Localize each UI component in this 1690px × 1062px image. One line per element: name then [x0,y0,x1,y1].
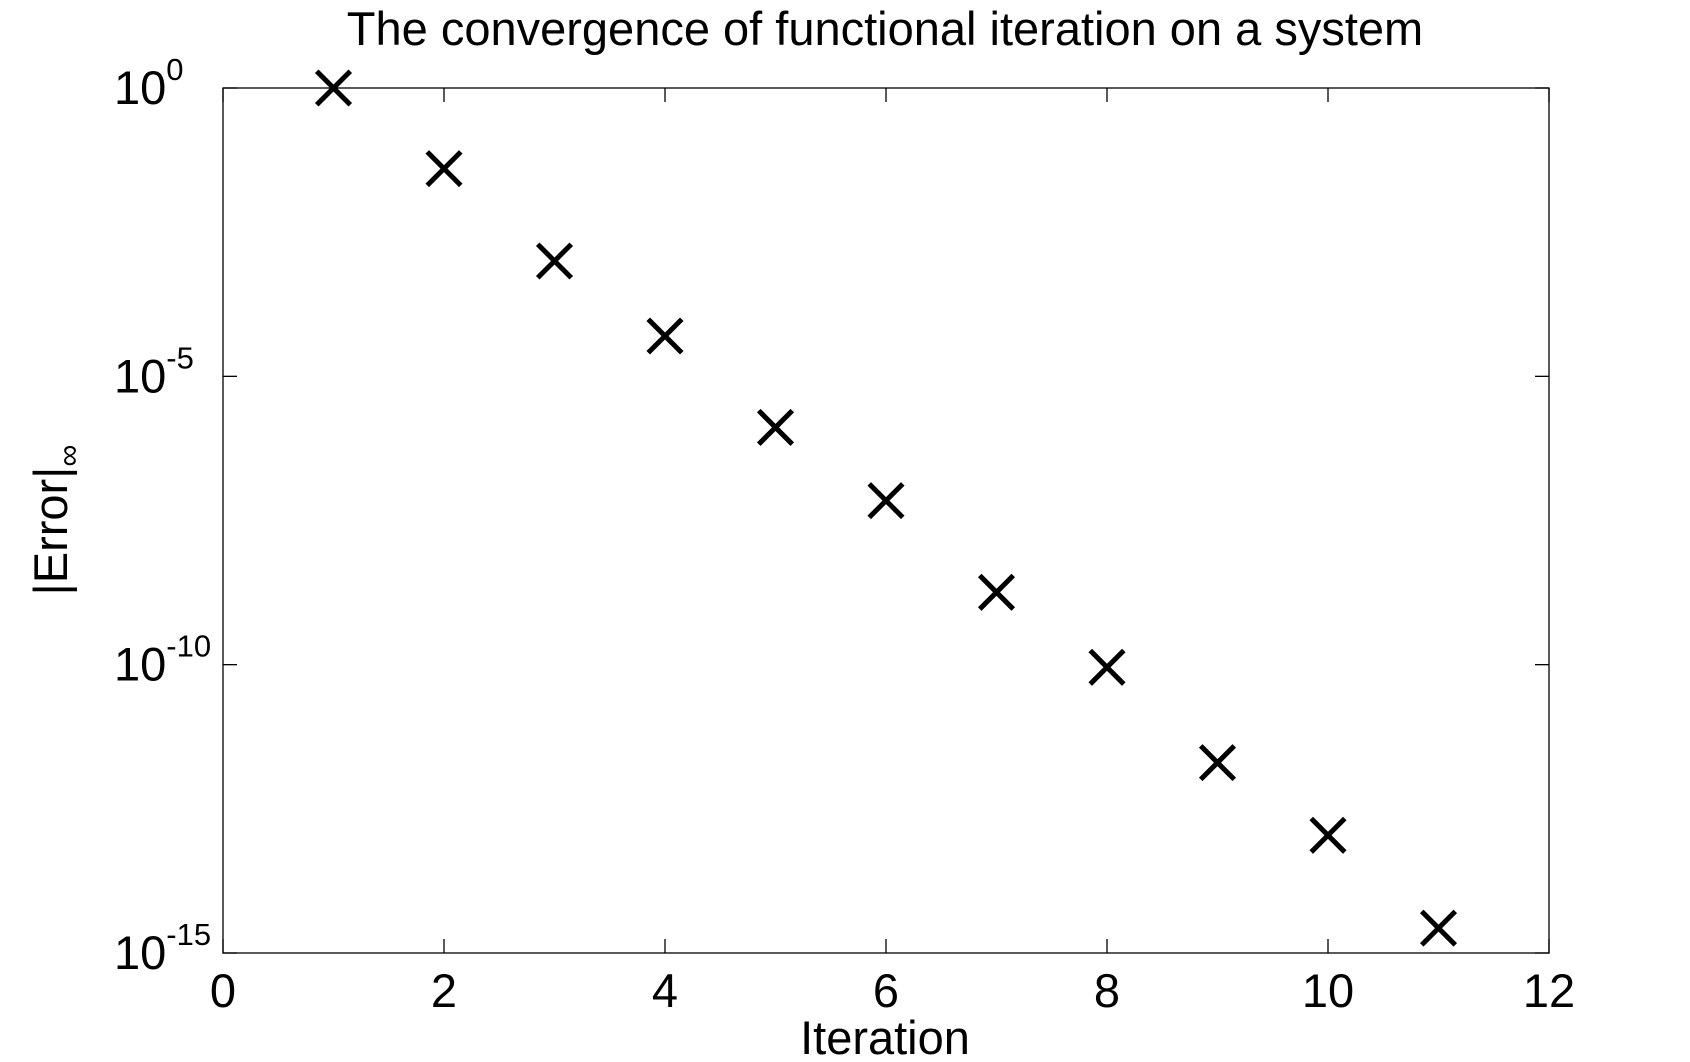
y-axis-label-subscript: ∞ [51,445,86,467]
data-points [314,69,1458,947]
data-point-4 [646,317,684,355]
y-axis-label-group: |Error|∞ [24,445,86,596]
data-point-5 [756,408,795,446]
y-tick-label-2: 10-10 [114,629,211,691]
data-point-2 [425,150,463,188]
tick-marks [222,87,1550,954]
y-axis-label-main: |Error| [24,467,77,596]
x-tick-label-2: 4 [652,964,678,1017]
data-point-11 [1419,909,1458,947]
y-tick-label-0: 100 [114,52,184,114]
y-axis-label: |Error|∞ [24,445,86,596]
data-point-10 [1309,816,1347,854]
y-tick-label-exp-1: -5 [166,340,194,375]
x-tick-label-4: 8 [1094,964,1120,1017]
data-point-1 [314,69,353,107]
axes-box [222,87,1550,954]
plot-area [222,87,1550,954]
chart-title: The convergence of functional iteration … [347,2,1423,55]
y-tick-label-1: 10-5 [114,340,194,402]
x-axis-label: Iteration [800,1011,970,1057]
data-point-6 [867,482,905,520]
x-tick-labels: 0 2 4 6 8 10 12 [210,964,1575,1017]
x-tick-label-1: 2 [431,964,457,1017]
data-point-3 [535,242,574,280]
y-tick-label-base-0: 10 [114,61,166,114]
data-point-7 [977,573,1016,611]
y-tick-label-exp-2: -10 [166,629,211,664]
x-tick-label-5: 10 [1302,964,1354,1017]
x-tick-label-6: 12 [1523,964,1575,1017]
y-tick-label-3: 10-15 [114,917,211,979]
y-tick-label-base-1: 10 [114,349,166,402]
y-tick-label-base-2: 10 [114,638,166,691]
y-tick-label-exp-3: -15 [166,917,211,952]
x-tick-label-3: 6 [873,964,899,1017]
y-tick-label-exp-0: 0 [166,52,183,87]
y-tick-label-base-3: 10 [114,926,166,979]
x-tick-label-0: 0 [210,964,236,1017]
data-point-9 [1198,744,1237,782]
data-point-8 [1088,648,1126,686]
